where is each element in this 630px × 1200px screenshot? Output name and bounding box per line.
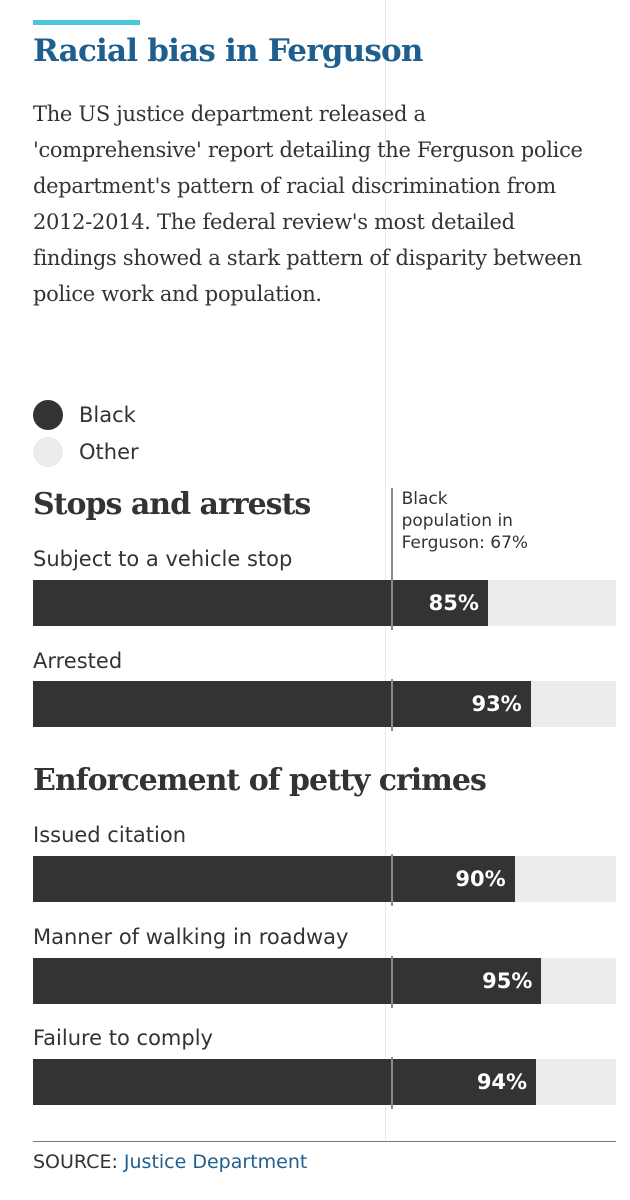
reference-label-line-3: Ferguson: 67% [401,533,529,553]
legend-label-black: Black [79,402,136,427]
bar-value-label: 93% [471,692,522,716]
legend-item-other: Other [33,433,139,470]
bar-fill-black [33,681,531,727]
source-link[interactable]: Justice Department [123,1151,308,1173]
legend-swatch-black [33,399,63,430]
reference-line-segment [390,956,393,1008]
bar-track-other: 94% [33,1059,616,1105]
section-title-1: Enforcement of petty crimes [33,763,487,798]
reference-line-top [390,488,393,578]
layout-guide-line [385,0,386,1142]
chart-title: Racial bias in Ferguson [33,33,423,69]
footer-rule [33,1141,616,1142]
bar-fill-black [33,856,515,902]
reference-line-segment [390,679,393,731]
section-title-0: Stops and arrests [33,487,311,522]
bar-fill-black [33,1059,537,1105]
bar-label: Manner of walking in roadway [33,925,349,949]
source-prefix: SOURCE: [33,1151,118,1173]
reference-label-line-1: Black [401,489,448,509]
bar-track-other: 95% [33,958,616,1004]
top-accent-rule [33,20,140,25]
intro-text: The US justice department released a 'co… [33,102,583,306]
legend-label-other: Other [79,439,139,464]
bar-label: Subject to a vehicle stop [33,547,293,571]
reference-line-segment [390,578,393,630]
bar-value-label: 85% [428,591,479,615]
reference-label: Black population in Ferguson: 67% [402,488,572,554]
reference-line-segment [390,1057,393,1109]
bar-label: Issued citation [33,823,187,847]
bar-track-other: 93% [33,681,616,727]
bar-track-other: 90% [33,856,616,902]
bar-fill-black [33,958,542,1004]
source-line: SOURCE: Justice Department [33,1151,307,1173]
bar-value-label: 94% [476,1070,528,1094]
bar-fill-black [33,580,488,626]
bar-track-other: 85% [33,580,616,626]
bar-value-label: 95% [482,969,533,993]
legend: Black Other [33,396,139,470]
reference-label-line-2: population in [401,511,513,531]
legend-item-black: Black [33,396,139,433]
legend-swatch-other [33,436,63,467]
bar-label: Failure to comply [33,1026,213,1050]
bar-value-label: 90% [455,867,506,891]
bar-label: Arrested [33,649,123,673]
reference-line-segment [390,854,393,906]
